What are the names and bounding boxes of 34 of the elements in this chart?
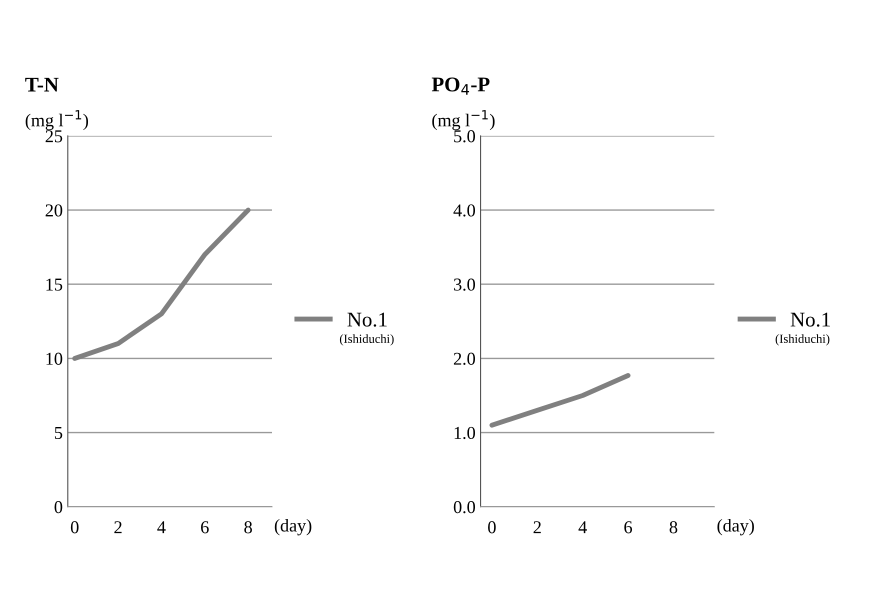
y-tick-label: 1.0 bbox=[454, 426, 476, 440]
y-tick-label: 3.0 bbox=[454, 278, 476, 291]
chart-title: T-N bbox=[25, 78, 59, 92]
y-tick-label: 5.0 bbox=[454, 130, 476, 142]
x-axis-title: (day) bbox=[717, 518, 754, 536]
line-series bbox=[489, 373, 631, 428]
y-tick-label: 0.0 bbox=[454, 501, 476, 514]
line-series bbox=[72, 208, 251, 361]
x-tick-label: 4 bbox=[578, 521, 587, 534]
x-axis-title: (day) bbox=[274, 518, 312, 536]
x-tick-label: 2 bbox=[114, 521, 122, 534]
x-tick-label: 0 bbox=[488, 521, 496, 534]
x-tick-label: 4 bbox=[157, 521, 166, 534]
x-tick-label: 0 bbox=[70, 521, 79, 534]
x-tick-label: 8 bbox=[244, 521, 252, 534]
text: (Ishiduchi) bbox=[776, 334, 830, 346]
x-tick-label: 2 bbox=[534, 521, 541, 534]
x-tick-label: 6 bbox=[624, 521, 632, 534]
y-axis-title: (mg l$^{−1}$) bbox=[26, 110, 88, 130]
text: (Ishiduchi) bbox=[340, 334, 394, 346]
y-tick-label: 2.0 bbox=[454, 352, 476, 365]
y-tick-label: 25 bbox=[46, 130, 62, 142]
x-tick-label: 8 bbox=[670, 521, 678, 534]
x-tick-label: 6 bbox=[201, 521, 209, 534]
legend-label: No.1 bbox=[347, 312, 387, 327]
chart-title: PO$_{4}$-P bbox=[432, 77, 490, 95]
y-axis-title: (mg l$^{−1}$) bbox=[432, 110, 495, 130]
y-tick-label: 5 bbox=[54, 427, 62, 440]
legend-label: No.1 bbox=[790, 312, 830, 327]
y-tick-label: 0 bbox=[54, 501, 62, 514]
y-tick-label: 4.0 bbox=[453, 204, 476, 217]
y-tick-label: 10 bbox=[46, 352, 62, 365]
y-tick-label: 20 bbox=[46, 204, 62, 217]
y-tick-label: 15 bbox=[46, 278, 62, 291]
